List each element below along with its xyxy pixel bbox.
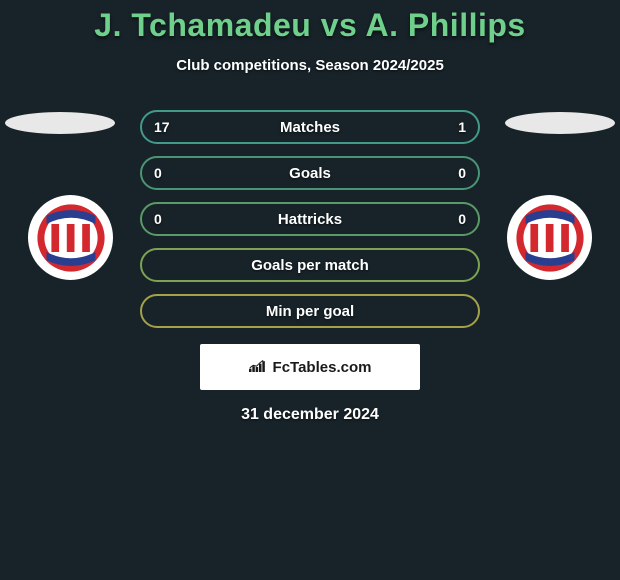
- player-shadow-right: [505, 112, 615, 134]
- stat-label: Matches: [280, 119, 340, 136]
- stat-row-matches: 17 Matches 1: [140, 110, 480, 144]
- stat-value-right: 1: [442, 119, 466, 135]
- stat-row-goals: 0 Goals 0: [140, 156, 480, 190]
- stat-label: Hattricks: [278, 211, 342, 228]
- team-badge-left: [28, 195, 113, 280]
- stoke-city-crest-icon: [36, 203, 106, 273]
- player-shadow-left: [5, 112, 115, 134]
- branding-text: FcTables.com: [273, 359, 372, 376]
- stat-rows: 17 Matches 1 0 Goals 0 0 Hattricks 0 Goa…: [140, 110, 480, 328]
- stat-value-left: 17: [154, 119, 178, 135]
- branding-box: FcTables.com: [200, 344, 420, 390]
- stat-row-hattricks: 0 Hattricks 0: [140, 202, 480, 236]
- stat-label: Min per goal: [266, 303, 354, 320]
- page-subtitle: Club competitions, Season 2024/2025: [0, 57, 620, 74]
- stat-row-min-per-goal: Min per goal: [140, 294, 480, 328]
- stat-label: Goals per match: [251, 257, 369, 274]
- team-badge-right: [507, 195, 592, 280]
- stat-row-goals-per-match: Goals per match: [140, 248, 480, 282]
- stat-value-right: 0: [442, 211, 466, 227]
- date-text: 31 december 2024: [0, 406, 620, 424]
- stoke-city-crest-icon: [515, 203, 585, 273]
- stat-value-left: 0: [154, 165, 178, 181]
- comparison-area: 17 Matches 1 0 Goals 0 0 Hattricks 0 Goa…: [0, 110, 620, 424]
- page-title: J. Tchamadeu vs A. Phillips: [0, 8, 620, 43]
- stat-value-right: 0: [442, 165, 466, 181]
- stat-value-left: 0: [154, 211, 178, 227]
- infographic-container: J. Tchamadeu vs A. Phillips Club competi…: [0, 0, 620, 424]
- bar-chart-icon: [249, 360, 269, 374]
- stat-label: Goals: [289, 165, 331, 182]
